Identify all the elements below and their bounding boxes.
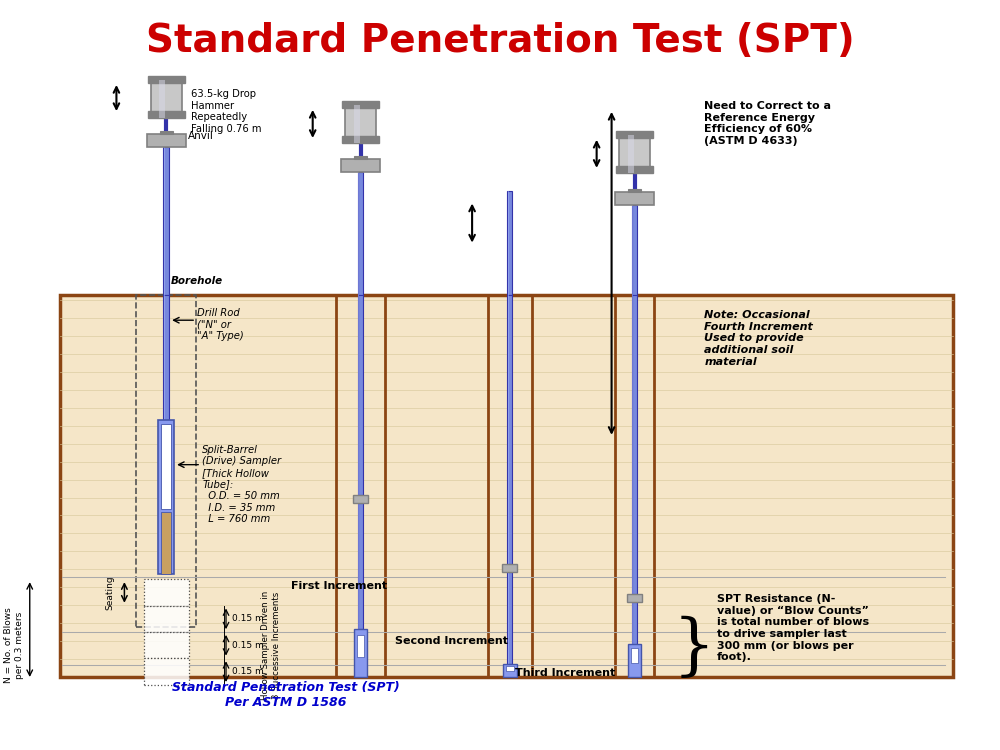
Bar: [148, 76, 185, 83]
Bar: [358, 503, 363, 629]
Bar: [163, 296, 169, 420]
Bar: [506, 665, 514, 671]
Bar: [507, 572, 512, 664]
Text: }: }: [673, 616, 716, 681]
Bar: [159, 80, 165, 118]
Bar: [341, 159, 380, 172]
Bar: [628, 644, 641, 677]
Text: Need to Correct to a
Reference Energy
Efficiency of 60%
(ASTM D 4633): Need to Correct to a Reference Energy Ef…: [704, 101, 831, 146]
Text: Seating: Seating: [105, 575, 114, 610]
Bar: [632, 206, 633, 296]
Bar: [354, 156, 367, 159]
Text: Anvil: Anvil: [188, 131, 214, 141]
Bar: [616, 166, 653, 172]
Bar: [507, 190, 512, 296]
Bar: [616, 131, 653, 138]
Bar: [358, 296, 359, 494]
Bar: [358, 172, 359, 296]
Bar: [503, 664, 517, 677]
Text: Standard Penetration Test (SPT): Standard Penetration Test (SPT): [146, 22, 854, 60]
Bar: [136, 296, 196, 627]
Bar: [158, 420, 174, 574]
Text: Third Increment: Third Increment: [515, 668, 615, 678]
Bar: [147, 134, 186, 147]
Text: Borehole: Borehole: [171, 276, 223, 286]
Bar: [507, 296, 512, 564]
Bar: [164, 296, 165, 420]
Text: 0.15 m: 0.15 m: [232, 640, 264, 650]
Text: Second Increment: Second Increment: [395, 636, 508, 646]
Bar: [160, 131, 173, 134]
Bar: [164, 147, 165, 296]
Bar: [144, 658, 189, 685]
Bar: [615, 296, 654, 677]
Bar: [615, 192, 654, 206]
Bar: [632, 602, 633, 677]
Bar: [144, 579, 189, 606]
Text: Hollow Sampler Driven in
3 Successive Increments: Hollow Sampler Driven in 3 Successive In…: [261, 590, 281, 700]
Text: 63.5-kg Drop
Hammer
Repeatedly
Falling 0.76 m: 63.5-kg Drop Hammer Repeatedly Falling 0…: [191, 89, 262, 134]
Text: 0.15 m: 0.15 m: [232, 614, 264, 623]
Bar: [632, 296, 637, 594]
Bar: [508, 190, 509, 296]
Text: N = No. of Blows
per 0.3 meters: N = No. of Blows per 0.3 meters: [4, 608, 24, 683]
Bar: [502, 564, 517, 572]
Bar: [342, 101, 379, 108]
Bar: [161, 512, 171, 574]
Bar: [358, 172, 363, 296]
Text: SPT Resistance (N-
value) or “Blow Counts”
is total number of blows
to drive sam: SPT Resistance (N- value) or “Blow Count…: [717, 594, 869, 662]
Bar: [632, 296, 633, 594]
Bar: [358, 296, 363, 494]
Bar: [508, 572, 509, 664]
Bar: [632, 206, 637, 296]
Bar: [631, 648, 638, 663]
Bar: [632, 602, 637, 677]
Bar: [354, 105, 360, 142]
Bar: [144, 632, 189, 658]
Bar: [336, 296, 385, 677]
Bar: [354, 629, 367, 677]
Bar: [163, 147, 169, 296]
Bar: [345, 105, 376, 142]
Bar: [353, 494, 368, 502]
Bar: [60, 296, 953, 677]
Bar: [628, 189, 641, 192]
Text: Drill Rod
("N" or
"A" Type): Drill Rod ("N" or "A" Type): [197, 308, 244, 341]
Text: Standard Penetration Test (SPT)
Per ASTM D 1586: Standard Penetration Test (SPT) Per ASTM…: [172, 681, 400, 709]
Bar: [357, 635, 364, 657]
Bar: [144, 606, 189, 632]
Bar: [358, 503, 359, 629]
Text: 0.15 m: 0.15 m: [232, 668, 264, 676]
Text: Note: Occasional
Fourth Increment
Used to provide
additional soil
material: Note: Occasional Fourth Increment Used t…: [704, 310, 813, 367]
Bar: [619, 135, 650, 172]
Bar: [161, 424, 171, 509]
Bar: [508, 296, 509, 564]
Bar: [628, 135, 634, 172]
Bar: [151, 80, 182, 118]
Bar: [627, 594, 642, 602]
Text: First Increment: First Increment: [291, 581, 387, 591]
Bar: [148, 111, 185, 118]
Bar: [342, 136, 379, 142]
Text: Split-Barrel
(Drive) Sampler
[Thick Hollow
Tube]:
  O.D. = 50 mm
  I.D. = 35 mm
: Split-Barrel (Drive) Sampler [Thick Holl…: [202, 445, 281, 524]
Bar: [488, 296, 532, 677]
